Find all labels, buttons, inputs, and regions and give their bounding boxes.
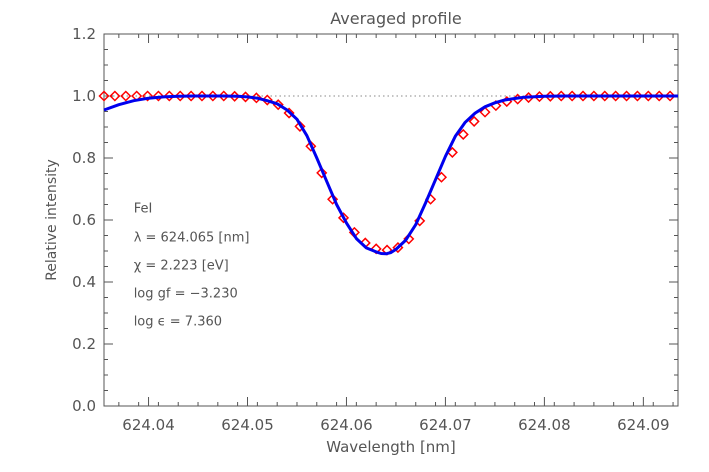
plot-frame [103,33,679,407]
y-tick-label: 0.8 [72,149,96,167]
chart-title: Averaged profile [330,9,461,28]
annotation-text: χ = 2.223 [eV] [134,259,229,274]
x-tick-label: 624.06 [320,416,373,434]
observed-point-diamond [196,90,208,102]
observed-point-diamond [174,90,186,102]
observed-point-diamond [120,90,132,102]
observed-point-diamond [316,167,328,179]
x-tick-label: 624.07 [419,416,472,434]
y-tick-label: 0.0 [72,397,96,415]
observed-point-diamond [163,90,175,102]
axis-ticks: 624.04 624.05 624.06 624.07 624.08 624.09 0.0 0… [72,25,678,434]
observed-point-diamond [479,106,491,118]
observed-point-diamond [98,90,110,102]
series-layer [98,90,678,256]
y-tick-label: 1.0 [72,87,96,105]
annotation-text: log gf = −3.230 [134,287,238,302]
observed-point-diamond [294,120,306,132]
observed-point-diamond [337,212,350,224]
observed-point-diamond [555,90,567,102]
line-parameters-annotations: FeI λ = 624.065 [nm] χ = 2.223 [eV] log gf … [134,201,250,329]
annotation-text: λ = 624.065 [nm] [134,231,250,246]
y-tick-label: 1.2 [72,25,96,43]
observed-point-diamond [468,115,480,127]
x-tick-label: 624.05 [221,416,274,434]
observed-point-diamond [283,107,295,119]
observed-point-diamond [457,128,469,141]
observed-point-diamond [566,90,578,102]
y-tick-label: 0.4 [72,273,96,291]
y-tick-label: 0.6 [72,211,96,229]
observed-point-diamond [185,90,197,102]
observed-point-diamond [152,90,164,102]
annotation-text: FeI [134,201,153,216]
x-tick-label: 624.04 [122,416,175,434]
x-tick-label: 624.09 [617,416,670,434]
y-tick-label: 0.2 [72,335,96,353]
observed-point-diamond [109,90,121,102]
x-tick-label: 624.08 [518,416,571,434]
observed-point-diamond [305,140,317,152]
y-axis-label: Relative intensity [44,159,60,281]
observed-point-diamond [327,193,339,205]
observed-point-diamond [141,90,154,102]
fit-profile-line [103,94,678,256]
x-axis-label: Wavelength [nm] [326,438,456,456]
annotation-text: log ϵ = 7.360 [134,314,222,329]
